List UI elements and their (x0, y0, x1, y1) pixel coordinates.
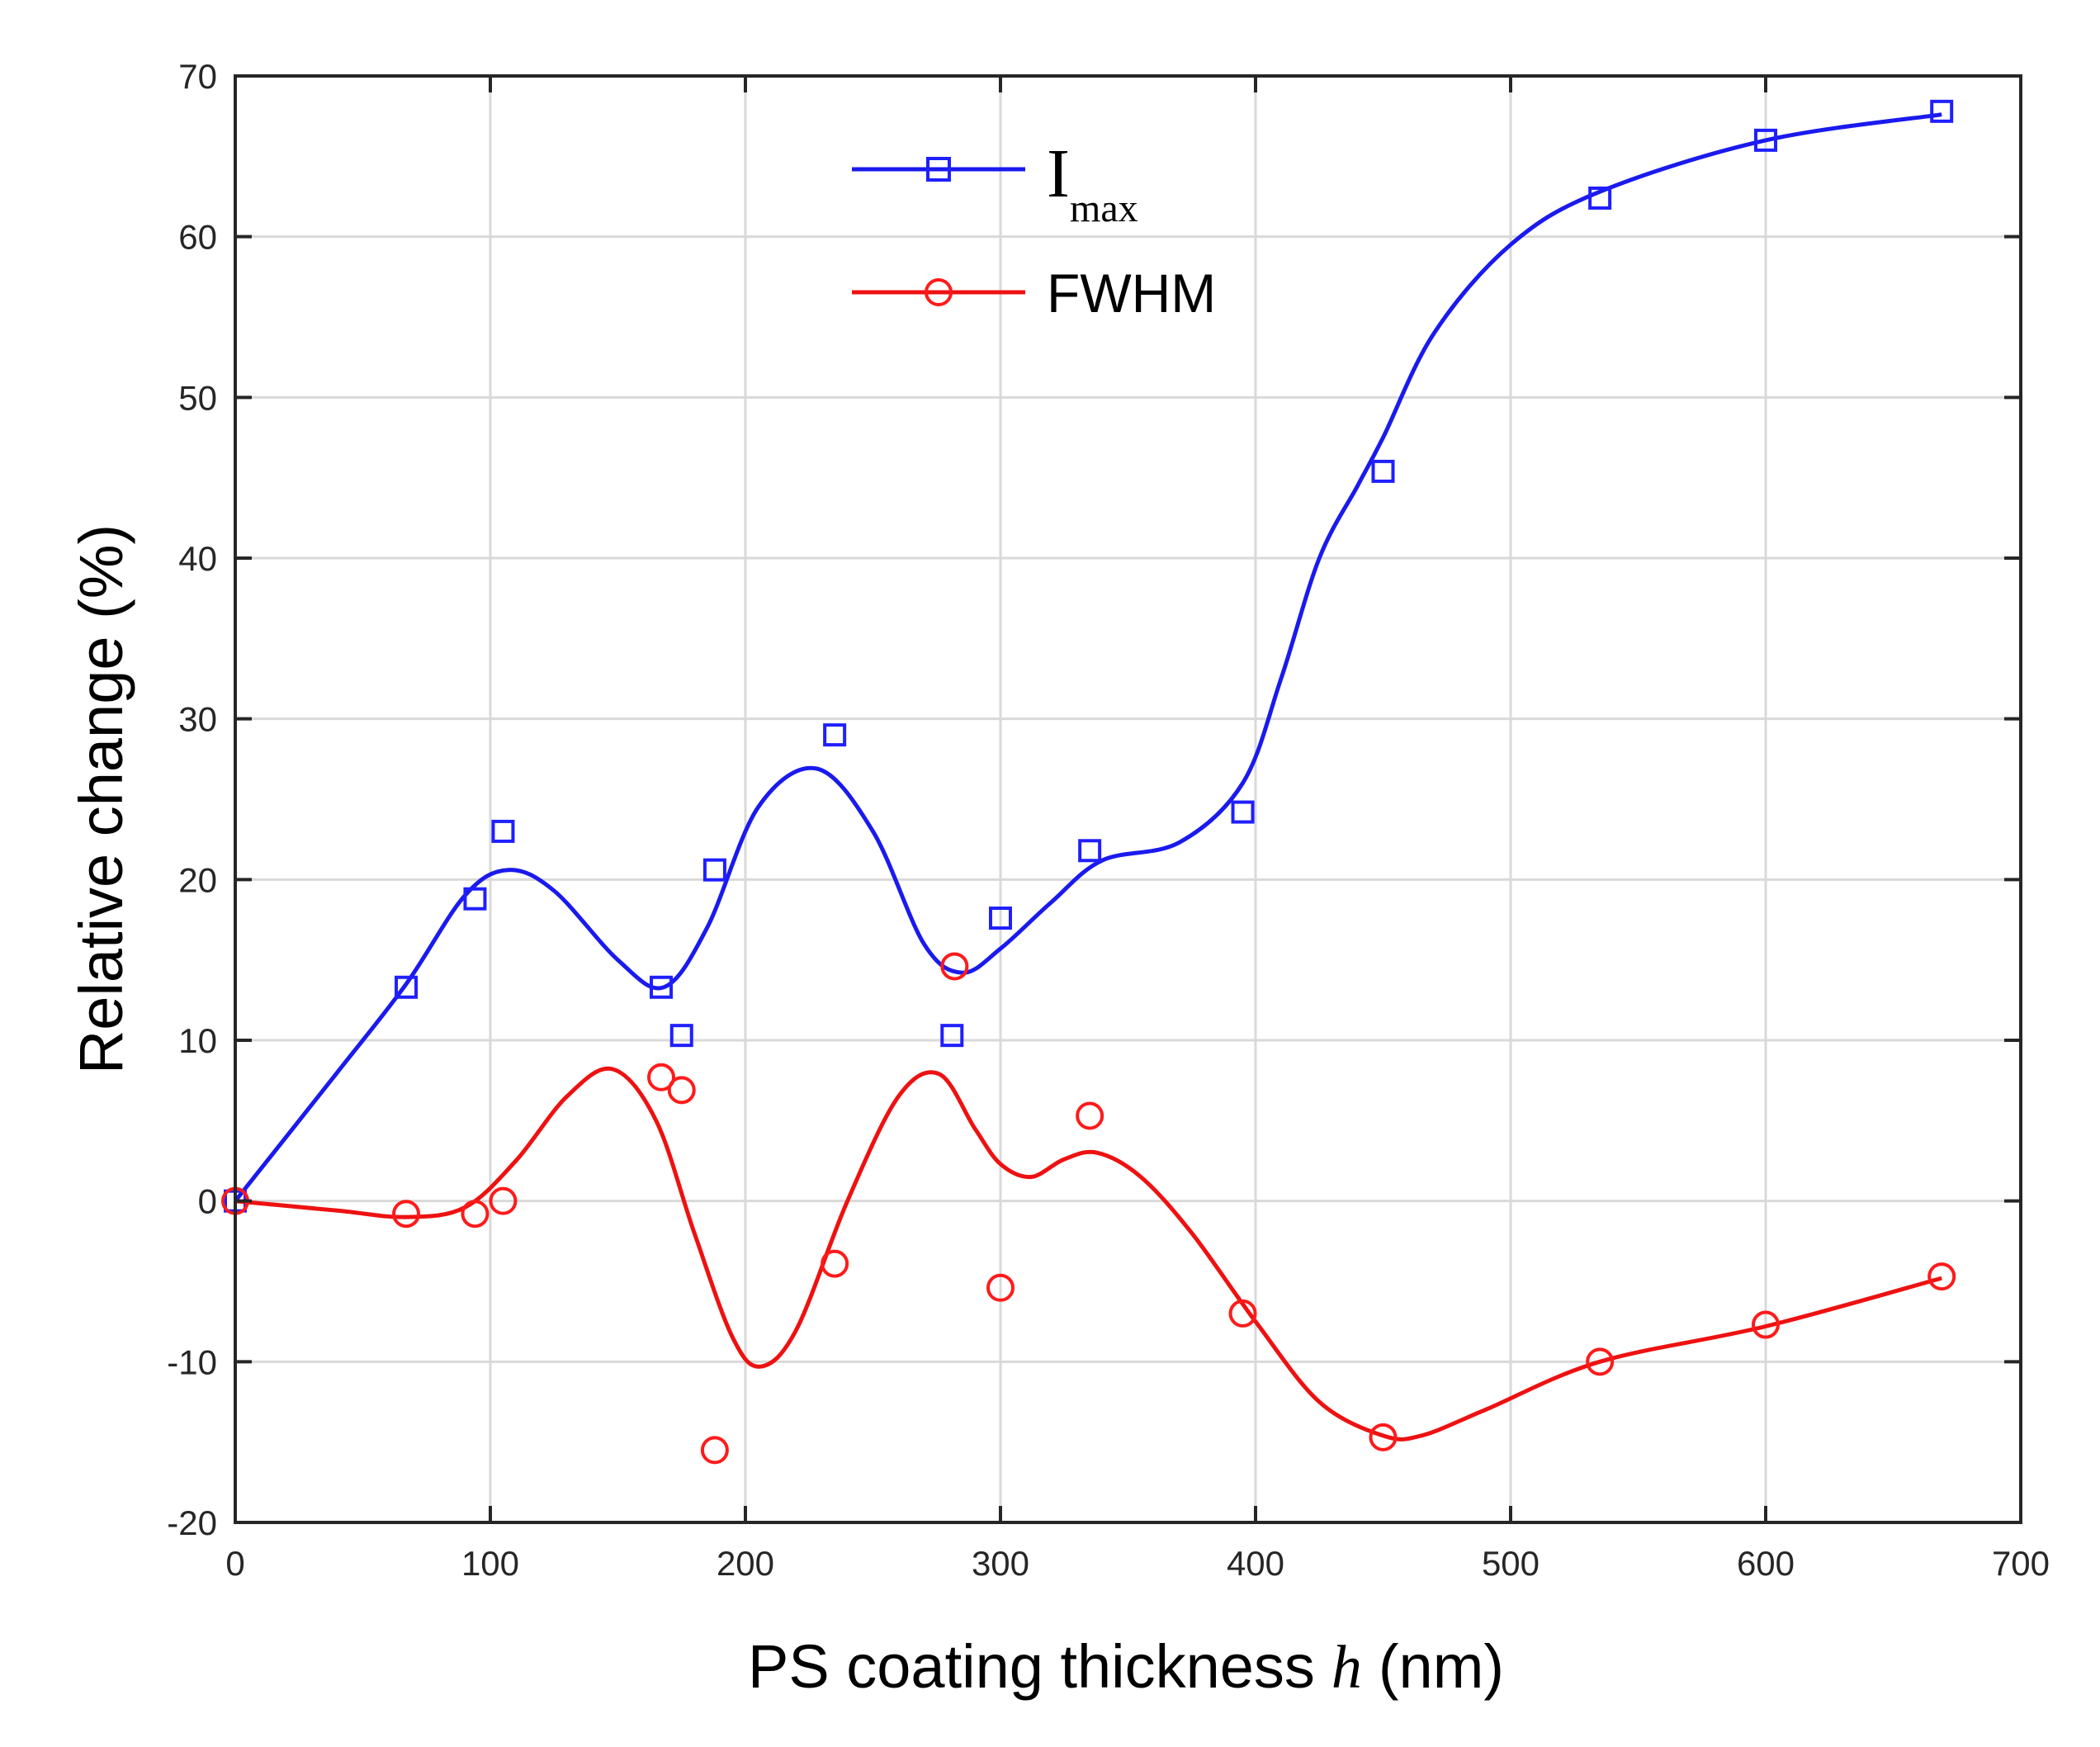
series-imax-point (823, 723, 847, 747)
series-imax-point (702, 858, 726, 882)
x-tick-label: 500 (1482, 1544, 1540, 1583)
x-tick-label: 0 (225, 1544, 244, 1583)
series-imax-point (1371, 459, 1395, 483)
series-fwhm-point (1586, 1347, 1615, 1376)
y-axis-title: Relative change (%) (67, 524, 135, 1074)
y-tick-label: 60 (178, 218, 217, 257)
series-imax (224, 99, 1954, 1213)
series-fwhm-point (461, 1200, 490, 1229)
series-layer (221, 99, 1956, 1465)
y-tick-label: 20 (178, 860, 217, 899)
series-fwhm-point (1228, 1299, 1257, 1328)
legend: Imax FWHM (852, 135, 1216, 324)
y-tick-label: 50 (178, 378, 217, 417)
series-fwhm (221, 952, 1956, 1465)
series-imax-point (940, 1024, 964, 1048)
plot-area (235, 76, 2021, 1522)
series-fwhm-point (647, 1063, 676, 1091)
series-fwhm-point (489, 1186, 518, 1215)
series-fwhm-point (667, 1076, 696, 1105)
x-tick-label: 600 (1737, 1544, 1795, 1583)
legend-label-fwhm: FWHM (1047, 263, 1216, 324)
y-tick-label: 40 (178, 539, 217, 578)
x-axis-title: PS coating thickness h (nm) (748, 1632, 1504, 1702)
series-imax-point (1588, 186, 1612, 210)
y-tick-label: 10 (178, 1021, 217, 1060)
legend-label-imax-main: I (1047, 135, 1070, 212)
series-imax-point (395, 975, 419, 999)
x-axis-title-unit: (nm) (1379, 1632, 1504, 1701)
x-tick-label: 700 (1992, 1544, 2050, 1583)
series-fwhm-point (1076, 1101, 1104, 1130)
legend-label-imax-sub: max (1070, 187, 1138, 230)
axis-ticks: 0 100 200 300 400 500 600 700 -20 -10 0 10 20 30 40 50 6… (167, 57, 2050, 1583)
y-tick-label: -10 (167, 1342, 217, 1381)
series-fwhm-point (1927, 1262, 1956, 1291)
series-fwhm-point (821, 1249, 849, 1278)
series-fwhm-point (700, 1436, 729, 1465)
y-tick-label: 30 (178, 700, 217, 739)
series-imax-point (1930, 99, 1954, 123)
series-fwhm-fit-line (234, 1066, 1942, 1442)
legend-marker-imax (926, 157, 951, 182)
plot-frame (234, 74, 2022, 1524)
grid-lines (235, 76, 2021, 1522)
series-imax-point (1231, 800, 1255, 824)
x-axis-title-prefix: PS coating thickness (748, 1632, 1315, 1701)
series-imax-point (491, 819, 515, 843)
legend-label-imax: Imax (1047, 135, 1138, 230)
series-imax-point (650, 975, 674, 999)
x-tick-label: 400 (1227, 1544, 1284, 1583)
series-imax-fit-line (234, 112, 1942, 1203)
y-tick-label: 0 (198, 1182, 217, 1221)
x-tick-label: 200 (717, 1544, 774, 1583)
series-fwhm-point (940, 952, 969, 981)
y-tick-label: 70 (178, 57, 217, 96)
x-axis-title-variable: h (1331, 1634, 1362, 1702)
series-imax-point (1754, 128, 1777, 152)
x-tick-label: 300 (972, 1544, 1029, 1583)
y-tick-label: -20 (167, 1503, 217, 1542)
series-fwhm-point (1752, 1310, 1780, 1339)
series-fwhm-point (986, 1273, 1015, 1302)
legend-marker-fwhm (925, 278, 953, 306)
series-imax-point (1078, 839, 1102, 863)
x-tick-label: 100 (461, 1544, 519, 1583)
series-fwhm-point (1369, 1423, 1398, 1451)
series-imax-point (989, 907, 1012, 930)
series-imax-point (463, 887, 487, 911)
series-fwhm-point (392, 1200, 421, 1229)
series-imax-point (669, 1024, 693, 1048)
